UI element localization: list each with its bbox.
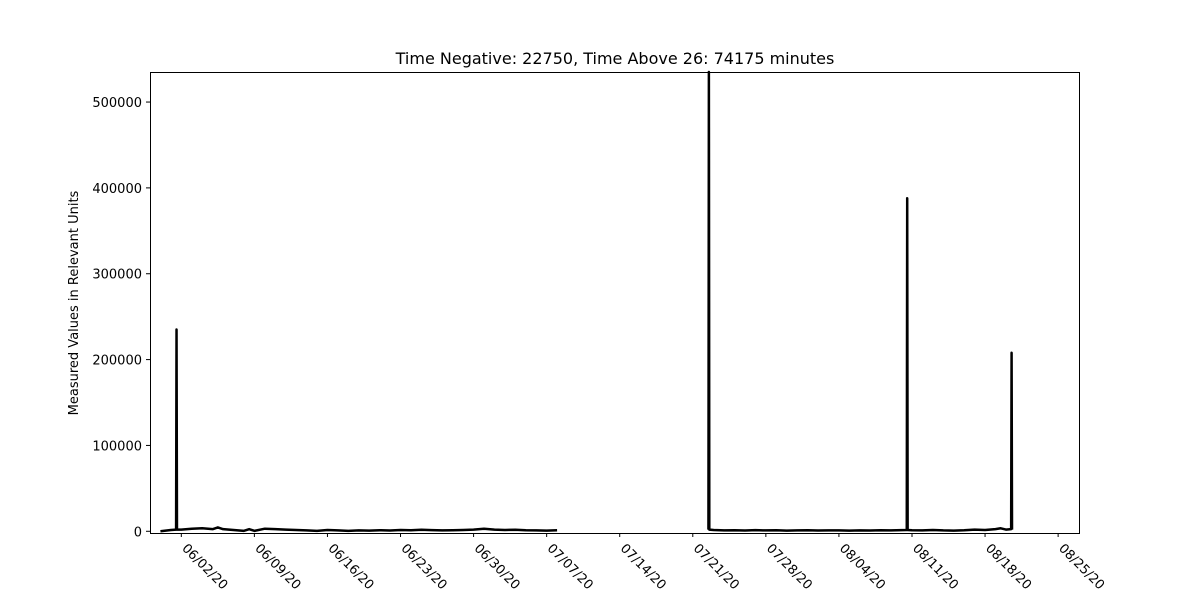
- series-layer: [160, 70, 1014, 533]
- chart-title: Time Negative: 22750, Time Above 26: 741…: [395, 49, 835, 68]
- x-tick-label: 06/30/20: [471, 541, 523, 593]
- x-tick-label: 07/14/20: [617, 541, 669, 593]
- x-axis-ticks: 06/02/20 06/09/20 06/16/20 06/23/20 06/30/20…: [178, 533, 1107, 593]
- x-tick-label: 08/04/20: [836, 541, 888, 593]
- x-tick-label: 08/18/20: [982, 541, 1034, 593]
- x-tick-label: 07/21/20: [690, 541, 742, 593]
- x-tick-label: 06/23/20: [398, 541, 450, 593]
- series-line-segment: [707, 70, 1014, 532]
- y-tick-label: 0: [134, 525, 142, 540]
- y-tick-label: 500000: [92, 96, 142, 111]
- x-tick-label: 08/11/20: [909, 541, 961, 593]
- y-axis-label: Measured Values in Relevant Units: [67, 190, 82, 415]
- x-tick-label: 06/02/20: [178, 541, 230, 593]
- x-tick-label: 06/09/20: [252, 541, 304, 593]
- x-tick-label: 08/25/20: [1055, 541, 1107, 593]
- y-tick-label: 300000: [92, 268, 142, 283]
- y-tick-label: 200000: [92, 354, 142, 369]
- x-tick-label: 07/28/20: [763, 541, 815, 593]
- y-tick-label: 100000: [92, 439, 142, 454]
- x-tick-label: 06/16/20: [325, 541, 377, 593]
- y-tick-label: 400000: [92, 182, 142, 197]
- y-axis-ticks: 0 100000 200000 300000 400000 500000: [92, 96, 150, 540]
- series-line-segment: [160, 328, 558, 533]
- x-tick-label: 07/07/20: [544, 541, 596, 593]
- plot-frame: [150, 72, 1080, 534]
